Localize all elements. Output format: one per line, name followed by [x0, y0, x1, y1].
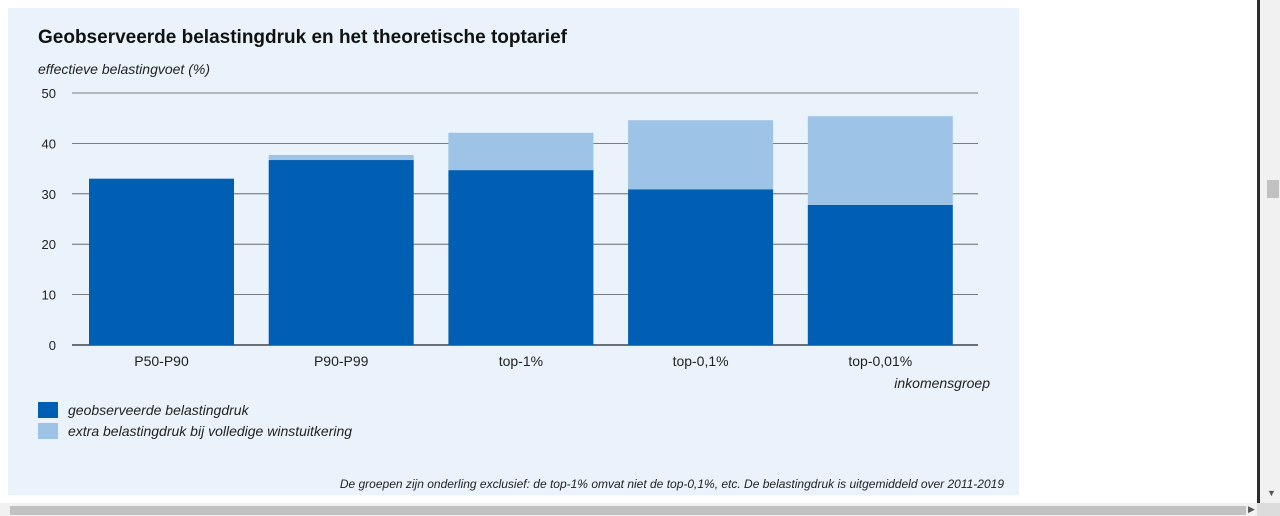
x-tick-label: top-0,1%	[673, 353, 729, 369]
x-axis-label: inkomensgroep	[894, 375, 990, 391]
vertical-scroll-thumb[interactable]	[1267, 180, 1279, 198]
x-tick-label: top-0,01%	[848, 353, 912, 369]
scroll-down-arrow-icon[interactable]: ▼	[1267, 488, 1276, 498]
bar-chart: 0 10 20 30 40 50 P50-P90 P90-P99 top-1% top-0,1% t…	[42, 86, 991, 391]
bar-extra	[448, 132, 594, 171]
legend-label-extra: extra belastingdruk bij volledige winstu…	[68, 423, 353, 439]
legend-item-observed: geobserveerde belastingdruk	[38, 402, 249, 418]
x-tick-label: top-1%	[499, 353, 543, 369]
y-tick-label: 50	[42, 86, 56, 101]
bar-extra	[807, 116, 953, 205]
bar-extra	[628, 120, 774, 190]
y-tick-label: 10	[42, 288, 56, 303]
legend-swatch-extra	[38, 423, 58, 439]
chart-title: Geobserveerde belastingdruk en het theor…	[38, 27, 567, 48]
scrollbar-corner	[1257, 503, 1280, 516]
legend-item-extra: extra belastingdruk bij volledige winstu…	[38, 423, 352, 439]
bar-observed	[628, 189, 774, 345]
x-tick-label: P90-P99	[314, 353, 369, 369]
y-tick-label: 0	[49, 338, 56, 353]
horizontal-scrollbar[interactable]: ▶	[0, 503, 1257, 516]
bar-observed	[448, 170, 594, 345]
legend-swatch-observed	[38, 402, 58, 418]
y-tick-label: 20	[42, 237, 56, 252]
bar-observed	[268, 160, 414, 345]
y-tick-label: 30	[42, 187, 56, 202]
vertical-scrollbar[interactable]: ▼	[1257, 0, 1280, 503]
bar-observed	[89, 178, 234, 345]
scroll-right-arrow-icon[interactable]: ▶	[1248, 504, 1255, 514]
bar-extra	[268, 154, 414, 161]
y-axis-label: effectieve belastingvoet (%)	[38, 61, 210, 77]
horizontal-scroll-thumb[interactable]	[10, 506, 1246, 515]
chart-footnote: De groepen zijn onderling exclusief: de …	[339, 477, 1004, 491]
legend-label-observed: geobserveerde belastingdruk	[68, 402, 249, 418]
bar-observed	[807, 204, 953, 345]
x-tick-label: P50-P90	[134, 353, 189, 369]
y-tick-label: 40	[42, 136, 56, 151]
